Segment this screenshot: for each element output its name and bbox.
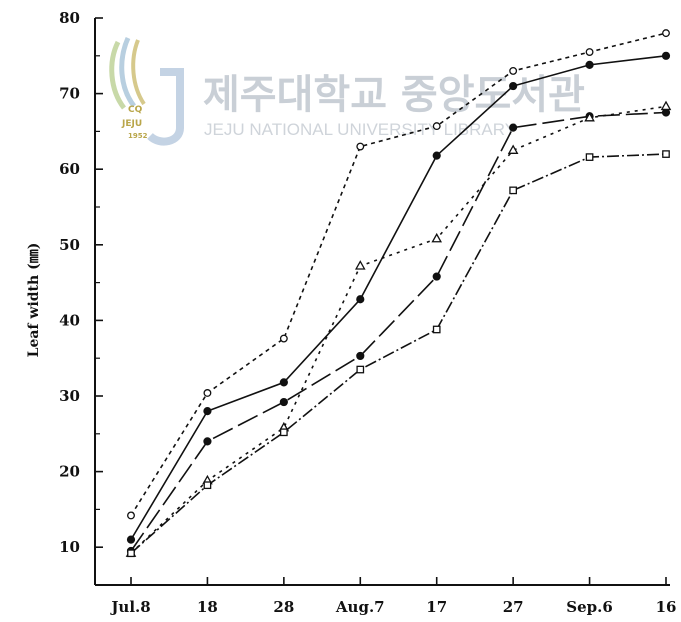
series-0-point-0: [127, 511, 135, 520]
series-4-point-2: [280, 428, 288, 437]
series-1-point-6: [585, 60, 594, 69]
y-axis-label: Leaf width (㎜): [26, 243, 42, 358]
series-2-point-4: [432, 272, 441, 281]
watermark-korean: 제주대학교 중앙도서관: [203, 72, 585, 118]
y-tick-label-4: 50: [59, 236, 80, 254]
series-1-point-5: [509, 81, 518, 91]
series-2-point-5: [509, 123, 518, 132]
series-1-point-0: [126, 535, 136, 544]
series-4-point-0: [127, 549, 135, 558]
y-tick-label-3: 40: [59, 311, 80, 329]
series-group: [125, 29, 672, 558]
series-0-point-6: [585, 48, 594, 56]
series-3-point-7: [660, 100, 672, 111]
y-tick-label-2: 30: [59, 387, 80, 405]
series-2-point-1: [203, 437, 212, 446]
x-tick-label-4: 17: [426, 598, 447, 616]
x-tick-label-2: 28: [273, 598, 294, 616]
university-logo-icon: CQ JEJU 1952: [109, 36, 184, 146]
y-tick-label-6: 70: [59, 85, 80, 103]
y-tick-label-5: 60: [59, 160, 80, 178]
y-tick-label-1: 20: [59, 463, 80, 481]
axes: [94, 18, 670, 586]
watermark-badge-top: CQ: [128, 105, 143, 115]
series-4-point-3: [356, 365, 365, 374]
series-4-point-6: [585, 153, 594, 161]
series-3-point-4: [431, 232, 443, 243]
series-4-point-1: [203, 481, 212, 490]
series-3-point-3: [354, 260, 366, 270]
series-0-point-1: [203, 389, 212, 397]
watermark-badge-small: 1952: [128, 132, 148, 140]
series-line-0: [130, 32, 667, 516]
y-tick-label-7: 80: [59, 9, 80, 27]
series-line-2: [130, 111, 667, 552]
series-1-point-2: [279, 378, 288, 387]
series-line-1: [130, 55, 667, 541]
series-0-point-7: [662, 29, 670, 38]
series-0-point-4: [432, 122, 441, 131]
x-tick-label-6: Sep.6: [566, 598, 613, 616]
series-0-point-2: [279, 334, 288, 343]
series-1-point-3: [356, 295, 365, 304]
series-2-point-3: [356, 351, 365, 361]
series-1-point-4: [432, 151, 441, 160]
series-0-point-3: [356, 142, 365, 151]
x-tick-label-3: Aug.7: [335, 598, 385, 616]
x-tick-label-5: 27: [503, 598, 524, 616]
series-4-point-4: [432, 325, 441, 334]
series-line-3: [130, 105, 667, 554]
series-3-point-6: [584, 111, 595, 122]
series-4-point-7: [662, 150, 670, 158]
series-2-point-2: [279, 397, 288, 407]
watermark-badge-text: JEJU: [121, 119, 142, 129]
x-ticks: Jul.8 18 28 Aug.7 17 27 Sep.6 16: [109, 577, 676, 616]
x-tick-label-7: 16: [656, 598, 677, 616]
series-1-point-7: [661, 51, 671, 60]
x-tick-label-0: Jul.8: [109, 598, 150, 616]
series-3-point-5: [507, 144, 519, 154]
watermark-english: JEJU NATIONAL UNIVERSITY LIBRARY: [204, 120, 516, 139]
y-tick-label-0: 10: [59, 538, 80, 556]
x-tick-label-1: 18: [197, 598, 218, 616]
series-1-point-1: [203, 407, 212, 416]
series-line-4: [130, 153, 667, 554]
y-ticks: 10 20 30 40 50 60 70 80: [59, 9, 103, 556]
series-4-point-5: [509, 186, 517, 195]
series-0-point-5: [509, 66, 518, 75]
